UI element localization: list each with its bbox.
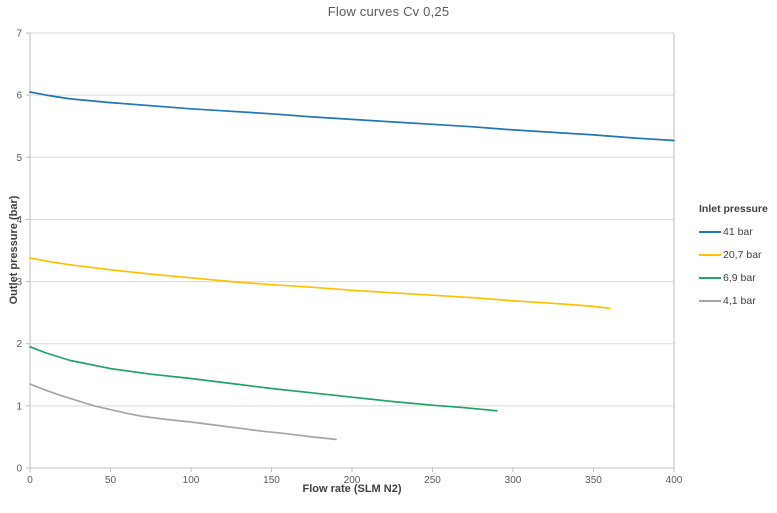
y-tick-label-4: 4 <box>16 215 22 226</box>
series-line-41-bar <box>29 91 675 142</box>
y-tick-label-2: 2 <box>16 339 22 350</box>
y-tick-label-7: 7 <box>16 29 22 40</box>
legend-label: 41 bar <box>723 226 753 238</box>
legend-label: 6,9 bar <box>723 272 756 284</box>
x-tick-label-100: 100 <box>183 475 200 486</box>
legend-line-icon-20-7-bar <box>699 254 721 256</box>
legend-item: 6,9 bar <box>699 271 777 285</box>
x-tick-label-300: 300 <box>505 475 522 486</box>
x-tick-label-250: 250 <box>424 475 441 486</box>
legend-label: 20,7 bar <box>723 249 762 261</box>
y-tick-label-5: 5 <box>16 153 22 164</box>
y-tick-label-1: 1 <box>16 401 22 412</box>
legend-line-icon-41-bar <box>699 231 721 233</box>
legend-line-icon-4-1-bar <box>699 300 721 302</box>
x-tick-label-0: 0 <box>27 475 33 486</box>
x-tick-label-350: 350 <box>585 475 602 486</box>
x-tick-label-150: 150 <box>263 475 280 486</box>
legend-item: 20,7 bar <box>699 248 777 262</box>
y-tick-label-6: 6 <box>16 91 22 102</box>
series-line-4-1-bar <box>29 383 337 441</box>
chart-title: Flow curves Cv 0,25 <box>327 4 450 19</box>
x-axis-title: Flow rate (SLM N2) <box>302 483 402 495</box>
x-tick-label-400: 400 <box>666 475 683 486</box>
legend-item: 4,1 bar <box>699 294 777 308</box>
x-tick-label-200: 200 <box>344 475 361 486</box>
legend-item: 41 bar <box>699 225 777 239</box>
x-tick-label-50: 50 <box>105 475 117 486</box>
legend-line-icon-6-9-bar <box>699 277 721 279</box>
series-line-20-7-bar <box>29 257 611 310</box>
legend-title: Inlet pressure <box>699 203 768 215</box>
legend: Inlet pressure 41 bar 20,7 bar 6,9 bar 4… <box>699 203 777 317</box>
y-tick-label-0: 0 <box>16 464 22 475</box>
y-tick-label-3: 3 <box>16 277 22 288</box>
legend-label: 4,1 bar <box>723 295 756 307</box>
series-line-6-9-bar <box>29 345 498 412</box>
y-axis-title: Outlet pressure (bar) <box>8 195 20 305</box>
